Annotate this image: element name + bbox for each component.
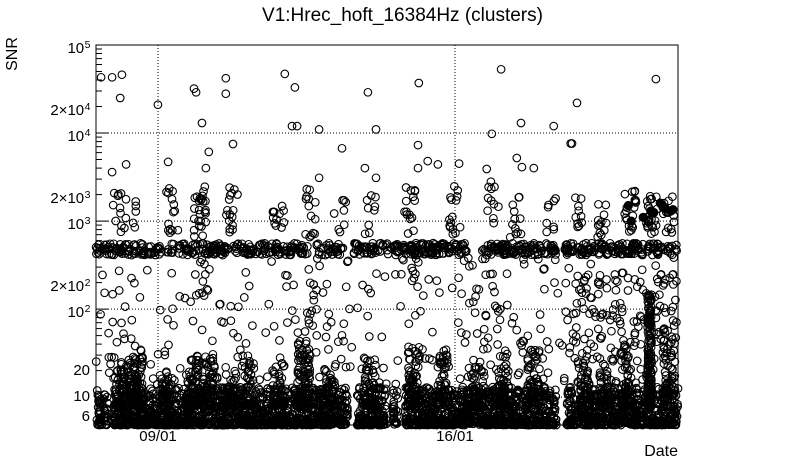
y-tick-label: 105 bbox=[67, 39, 91, 57]
y-tick-label: 104 bbox=[67, 127, 91, 146]
y-tick-label: 10 bbox=[73, 388, 90, 406]
y-tick-label: 102 bbox=[67, 303, 91, 322]
y-tick-label: 103 bbox=[67, 215, 91, 234]
data-points bbox=[91, 64, 683, 430]
y-tick-label: 2×102 bbox=[50, 276, 91, 295]
y-tick-label: 2×104 bbox=[50, 100, 91, 119]
y-tick-label: 20 bbox=[73, 361, 90, 379]
data-points-filled bbox=[623, 198, 678, 226]
chart-title: V1:Hrec_hoft_16384Hz (clusters) bbox=[262, 5, 543, 26]
x-axis-title: Date bbox=[644, 443, 678, 460]
y-tick-label: 6 bbox=[81, 407, 90, 425]
x-tick-label: 16/01 bbox=[436, 428, 474, 445]
y-tick-label: 2×103 bbox=[50, 188, 91, 207]
x-tick-label: 09/01 bbox=[139, 428, 177, 445]
